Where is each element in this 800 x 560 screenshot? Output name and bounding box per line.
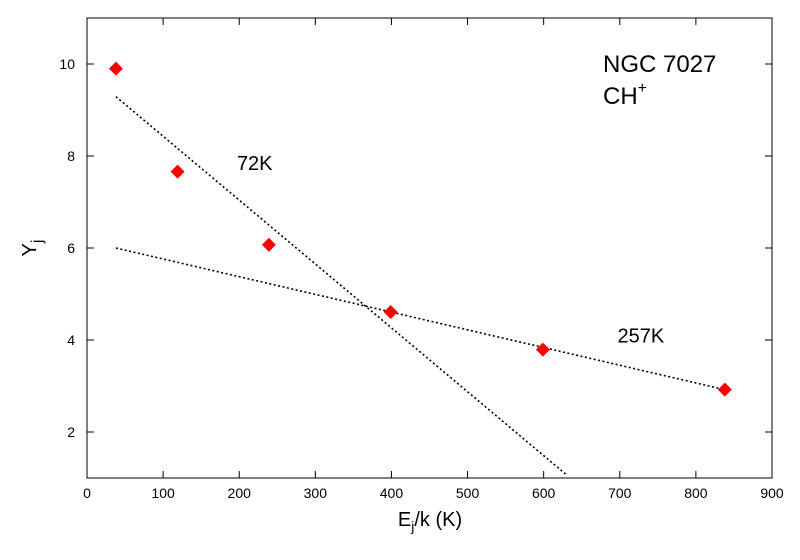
y-tick-label: 2 (67, 424, 75, 440)
fit-lines (115, 96, 725, 476)
x-tick-label: 600 (532, 485, 556, 501)
x-tick-label: 900 (760, 485, 784, 501)
data-point (717, 382, 732, 397)
y-tick-label: 4 (67, 332, 75, 348)
fit-line-72k (115, 96, 568, 476)
x-tick-label: 700 (608, 485, 632, 501)
y-axis-title-group: Yj (19, 240, 46, 257)
x-tick-label: 500 (456, 485, 480, 501)
data-point (383, 304, 398, 319)
data-point (261, 237, 276, 252)
annotation-257k: 257K (617, 325, 664, 347)
x-tick-label: 200 (228, 485, 252, 501)
y-axis-title-sub: j (29, 240, 46, 245)
data-points (108, 61, 732, 397)
x-tick-label: 100 (151, 485, 175, 501)
data-point (108, 61, 123, 76)
data-point (535, 342, 550, 357)
x-axis-title-sub: j (410, 518, 414, 534)
x-axis-title-main: E (398, 509, 411, 531)
molecule-charge: + (638, 80, 647, 97)
y-axis-title: Yj (19, 240, 46, 257)
annotation-72k: 72K (237, 153, 273, 175)
x-axis-title: Ej/k (K) (398, 509, 462, 534)
x-tick-label: 800 (684, 485, 708, 501)
y-tick-label: 8 (67, 148, 75, 164)
x-tick-label: 0 (83, 485, 91, 501)
x-tick-label: 300 (304, 485, 328, 501)
title-line-object: NGC 7027 (603, 51, 716, 78)
plot-frame (86, 17, 773, 479)
data-point (170, 164, 185, 179)
x-axis-title-rest: /k (K) (414, 509, 462, 531)
title-line-molecule: CH+ (603, 80, 647, 110)
y-axis-title-main: Y (19, 243, 41, 256)
fit-line-257k (115, 247, 725, 391)
y-tick-label: 6 (67, 240, 75, 256)
axis-ticks: 0 100 200 300 400 500 600 700 800 900 2 4 6 8 10 (59, 18, 784, 501)
molecule-name: CH (603, 83, 638, 110)
y-tick-label: 10 (59, 56, 75, 72)
x-tick-label: 400 (380, 485, 404, 501)
